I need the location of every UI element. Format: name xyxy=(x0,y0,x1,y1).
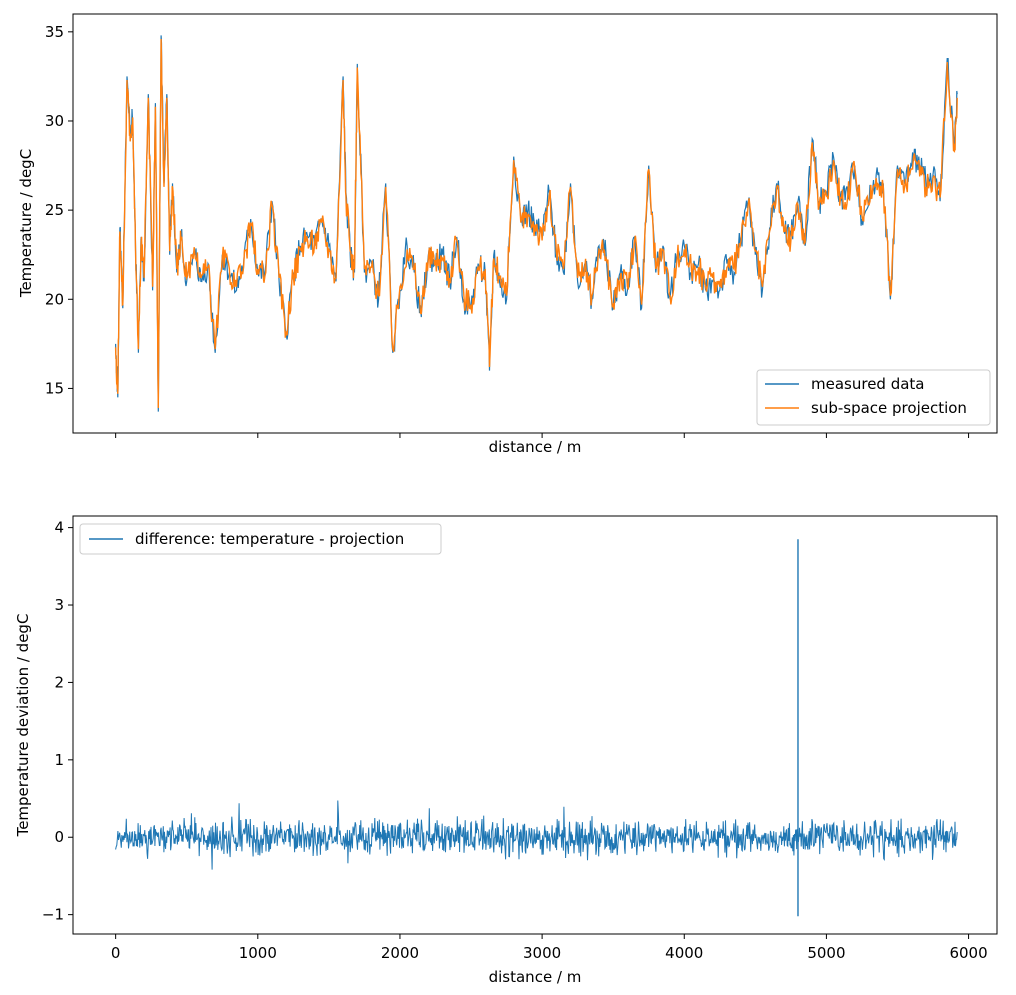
y-tick-label: 30 xyxy=(45,112,64,130)
x-tick-label: 2000 xyxy=(381,944,419,962)
y-tick-label: 25 xyxy=(45,201,64,219)
temperature-axes-frame xyxy=(72,13,998,434)
deviation-axes-frame xyxy=(72,515,998,935)
y-tick-label: 0 xyxy=(54,828,64,846)
deviation-legend: difference: temperature - projection xyxy=(79,523,442,555)
y-tick-label: 2 xyxy=(54,673,64,691)
y-tick-label: 3 xyxy=(54,596,64,614)
deviation-y-ticks: −1 0 1 2 3 4 xyxy=(42,519,73,924)
y-tick-label: 1 xyxy=(54,751,64,769)
deviation-legend-box xyxy=(79,523,442,555)
temperature-x-axis-label: distance / m xyxy=(489,438,582,456)
x-tick-label: 5000 xyxy=(807,944,845,962)
x-tick-label: 6000 xyxy=(949,944,987,962)
y-tick-label: 15 xyxy=(45,379,64,397)
x-tick-label: 4000 xyxy=(665,944,703,962)
temperature-panel: 15 20 25 30 35 distance / m Temperature / de… xyxy=(17,13,998,456)
deviation-x-axis-label: distance / m xyxy=(489,968,582,986)
y-tick-label: 35 xyxy=(45,23,64,41)
difference-line xyxy=(115,800,958,870)
legend-projection-label: sub-space projection xyxy=(811,399,967,417)
deviation-series xyxy=(115,539,958,917)
temperature-y-ticks: 15 20 25 30 35 xyxy=(45,23,73,397)
temperature-y-axis-label: Temperature / degC xyxy=(17,149,35,298)
x-tick-label: 1000 xyxy=(239,944,277,962)
temperature-x-ticks xyxy=(115,433,970,438)
temperature-series xyxy=(114,35,958,412)
x-tick-label: 0 xyxy=(111,944,121,962)
temperature-legend-box xyxy=(756,369,991,426)
measured-data-line xyxy=(115,35,958,412)
deviation-x-ticks: 0 1000 2000 3000 4000 5000 6000 xyxy=(111,934,988,962)
legend-difference-label: difference: temperature - projection xyxy=(135,530,404,548)
temperature-legend: measured data sub-space projection xyxy=(756,369,991,426)
y-tick-label: 4 xyxy=(54,519,64,537)
y-tick-label: −1 xyxy=(42,906,64,924)
x-tick-label: 3000 xyxy=(523,944,561,962)
sub-space-projection-line xyxy=(114,38,958,409)
y-tick-label: 20 xyxy=(45,290,64,308)
legend-measured-label: measured data xyxy=(811,375,925,393)
deviation-y-axis-label: Temperature deviation / degC xyxy=(14,614,32,838)
deviation-panel: −1 0 1 2 3 4 0 1000 2000 3000 4000 5000 6000 distan… xyxy=(14,515,998,986)
